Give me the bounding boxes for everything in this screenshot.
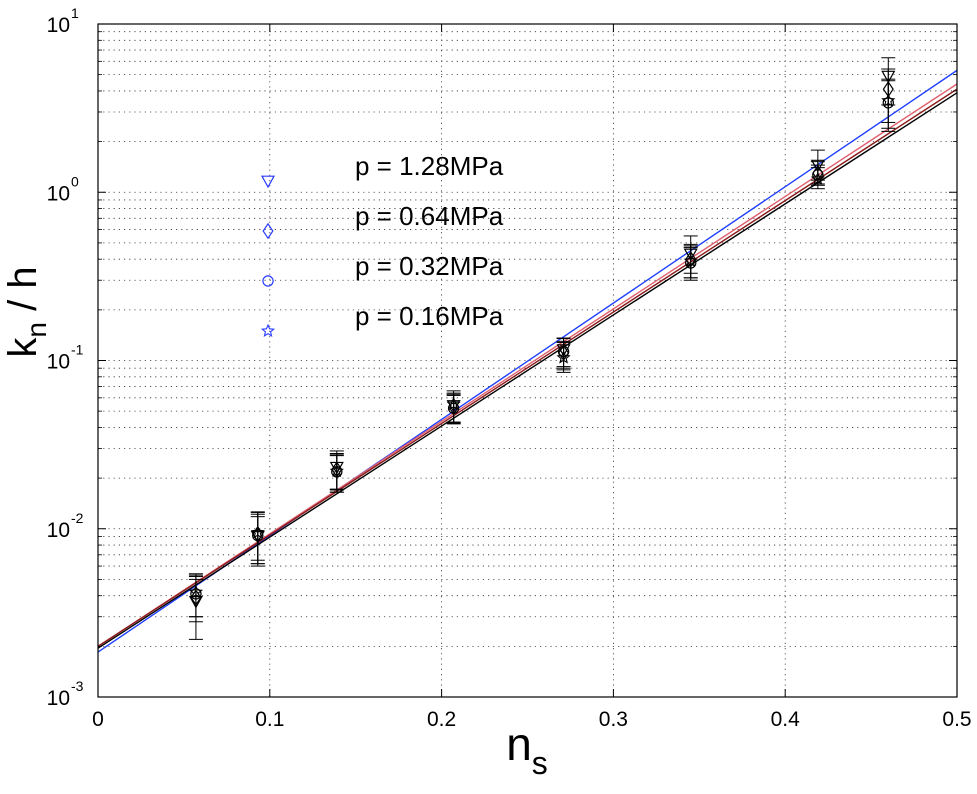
x-tick-label: 0.3: [599, 708, 628, 731]
data-point: [881, 93, 896, 107]
data-point: [446, 396, 461, 411]
legend-label: p = 0.64MPa: [355, 201, 504, 231]
y-tick-label: 10: [47, 14, 70, 37]
data-point: [882, 97, 894, 109]
y-tick-label: 10: [47, 687, 70, 710]
data-point: [556, 350, 571, 364]
legend: p = 1.28MPa p = 0.64MPa p = 0.32MPa p = 0.1…: [260, 151, 504, 338]
data-point: [329, 463, 344, 478]
data-point: [250, 525, 265, 539]
y-tick-label: 10: [47, 182, 70, 205]
x-tick-label: 0.4: [771, 708, 801, 731]
data-point: [331, 466, 343, 478]
y-tick-label-exponent: -1: [71, 342, 84, 358]
data-point: [685, 250, 697, 268]
legend-label: p = 0.32MPa: [355, 251, 504, 281]
y-axis-label-main: k: [1, 337, 45, 358]
data-point: [188, 596, 203, 609]
data-point: [683, 253, 698, 268]
y-tick-label-exponent: 0: [71, 173, 79, 189]
y-tick-label-exponent: 1: [71, 5, 79, 21]
data-point: [810, 159, 825, 173]
legend-marker: [262, 275, 274, 287]
data-point: [188, 584, 203, 599]
x-axis-label-sub: s: [532, 745, 548, 781]
x-axis-label-main: n: [506, 718, 532, 770]
legend-label: p = 0.16MPa: [355, 301, 504, 331]
y-tick-label: 10: [47, 519, 70, 542]
legend-marker: [262, 222, 274, 240]
data-point: [810, 171, 825, 185]
data-point: [881, 70, 896, 84]
y-tick-label-exponent: -2: [71, 510, 84, 526]
data-point: [882, 80, 894, 98]
data-point: [447, 402, 460, 414]
x-tick-label: 0.5: [942, 708, 971, 731]
data-point: [685, 257, 697, 269]
fit-line: [97, 88, 958, 647]
y-axis-label-suffix: / h: [1, 266, 45, 322]
data-point: [812, 169, 824, 181]
y-tick-label-exponent: -3: [71, 678, 84, 694]
legend-marker: [260, 175, 276, 189]
legend-label: p = 1.28MPa: [355, 151, 504, 181]
data-markers: [188, 70, 896, 609]
data-point: [557, 345, 570, 358]
data-point: [252, 529, 264, 542]
y-tick-label: 10: [47, 351, 70, 374]
legend-marker: [260, 323, 276, 338]
data-point: [190, 588, 202, 600]
x-axis-label: ns: [506, 718, 548, 781]
x-tick-label: 0: [92, 708, 104, 731]
x-tick-label: 0.2: [427, 708, 456, 731]
y-axis-label-sub: n: [21, 322, 52, 338]
y-axis-label: kn / h: [1, 266, 52, 357]
data-point: [683, 248, 698, 262]
x-tick-label: 0.1: [255, 708, 284, 731]
